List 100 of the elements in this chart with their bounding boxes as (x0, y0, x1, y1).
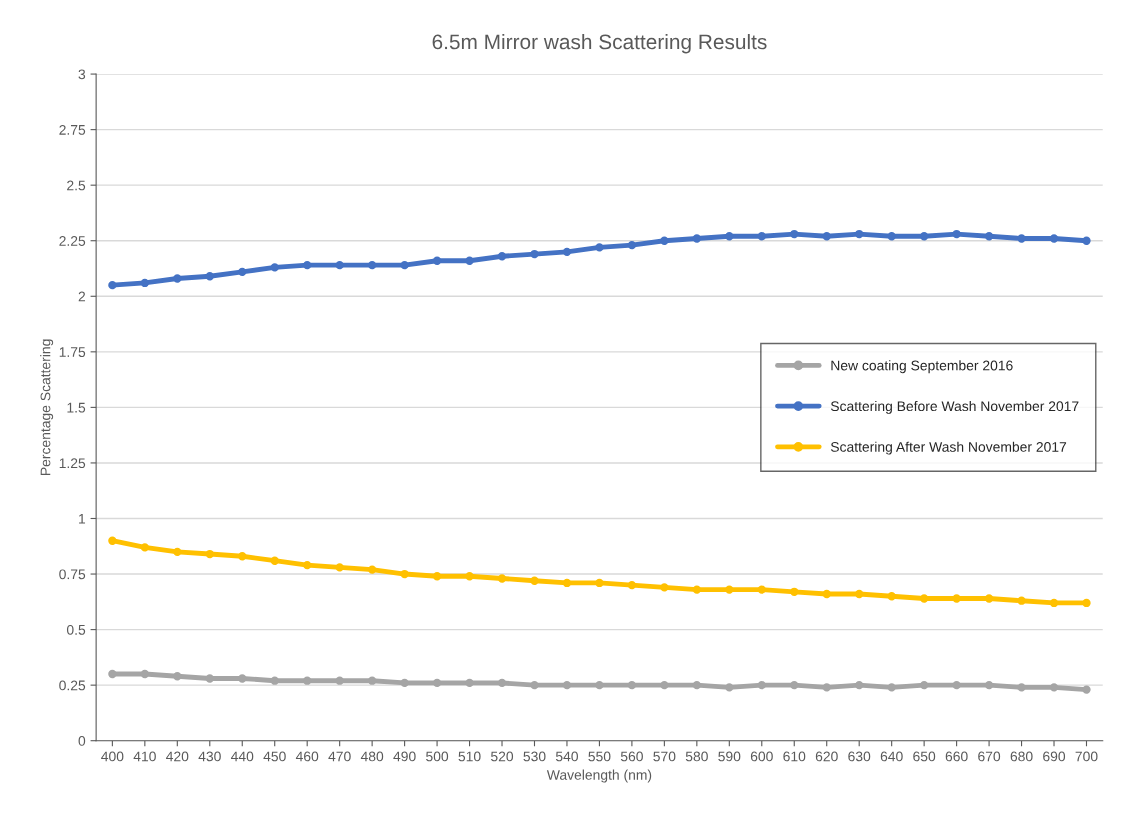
point (919, 680, 929, 690)
point (952, 594, 961, 603)
point (367, 565, 377, 574)
point (303, 676, 312, 685)
x-tick-label: 650 (913, 751, 936, 762)
legend-label: New coating September 2016 (831, 360, 1013, 374)
point (270, 676, 279, 685)
point (952, 680, 961, 690)
x-tick-label: 530 (523, 751, 546, 762)
point (1049, 598, 1059, 608)
x-tick-label: 700 (1075, 751, 1098, 762)
point (530, 576, 539, 585)
point (627, 580, 637, 590)
y-tick-label: 2.75 (59, 124, 86, 135)
point (595, 578, 604, 588)
point (1082, 598, 1091, 608)
point (400, 678, 409, 688)
x-tick-label: 570 (653, 751, 676, 762)
x-tick-label: 580 (685, 751, 708, 762)
y-tick-label: 1.75 (59, 347, 86, 357)
point (757, 232, 766, 241)
x-tick-label: 510 (458, 751, 481, 762)
point (140, 669, 150, 679)
x-tick-label: 430 (198, 751, 221, 762)
x-tick-label: 540 (555, 751, 578, 762)
x-tick-label: 460 (295, 751, 319, 762)
point (562, 247, 572, 256)
x-tick-label: 450 (263, 751, 286, 762)
y-tick-label: 0.25 (59, 680, 86, 691)
point (432, 256, 442, 265)
point (1082, 685, 1091, 694)
point (757, 680, 766, 690)
legend-label: Scattering After Wash November 2017 (830, 441, 1067, 455)
y-tick-label: 0.5 (66, 624, 86, 635)
y-axis-title: Percentage Scattering (40, 339, 54, 475)
point (562, 578, 572, 588)
point (367, 676, 377, 685)
point (432, 572, 442, 581)
x-tick-label: 590 (718, 751, 741, 762)
point (627, 680, 637, 690)
x-tick-label: 550 (588, 751, 611, 762)
point (595, 243, 604, 252)
x-tick-label: 670 (978, 751, 1001, 762)
point (335, 563, 344, 572)
point (108, 281, 117, 290)
point (855, 680, 864, 690)
point (238, 267, 247, 276)
point (335, 676, 344, 685)
point (1082, 236, 1091, 245)
y-tick-label: 0 (78, 736, 86, 746)
point (400, 261, 409, 270)
y-tick-label: 1 (79, 513, 86, 524)
y-tick-label: 2.25 (59, 236, 86, 246)
point (497, 678, 507, 688)
point (887, 232, 896, 241)
point (627, 241, 637, 250)
point (1049, 683, 1059, 692)
point (790, 680, 799, 690)
point (1017, 596, 1026, 605)
y-tick-label: 2.5 (67, 180, 86, 191)
point (335, 261, 344, 270)
point (692, 680, 702, 690)
point (984, 594, 994, 603)
y-tick-label: 1.5 (67, 402, 86, 413)
point (1049, 234, 1059, 243)
point (984, 680, 994, 690)
point (530, 680, 539, 690)
point (725, 232, 734, 241)
point (205, 272, 214, 281)
point (303, 560, 312, 570)
point (1017, 683, 1026, 692)
x-tick-label: 560 (620, 751, 643, 762)
point (140, 278, 150, 288)
point (465, 678, 474, 688)
x-tick-label: 660 (945, 751, 968, 762)
point (303, 261, 312, 270)
point (465, 256, 474, 265)
point (173, 672, 182, 681)
x-tick-label: 410 (133, 751, 156, 762)
point (692, 585, 702, 594)
point (108, 669, 117, 679)
x-tick-label: 520 (490, 751, 514, 762)
point (173, 274, 182, 283)
point (725, 585, 734, 594)
point (173, 547, 182, 556)
x-tick-label: 470 (328, 751, 351, 762)
x-tick-label: 600 (750, 751, 773, 762)
point (790, 587, 799, 596)
x-tick-label: 640 (880, 751, 903, 762)
point (660, 236, 669, 245)
x-tick-label: 620 (815, 751, 838, 762)
x-tick-label: 630 (848, 751, 871, 762)
point (855, 229, 864, 239)
x-tick-label: 480 (360, 751, 384, 762)
point (790, 229, 799, 239)
x-tick-label: 400 (101, 751, 124, 762)
point (757, 585, 766, 594)
point (238, 552, 247, 561)
point (432, 678, 442, 688)
point (919, 232, 929, 241)
